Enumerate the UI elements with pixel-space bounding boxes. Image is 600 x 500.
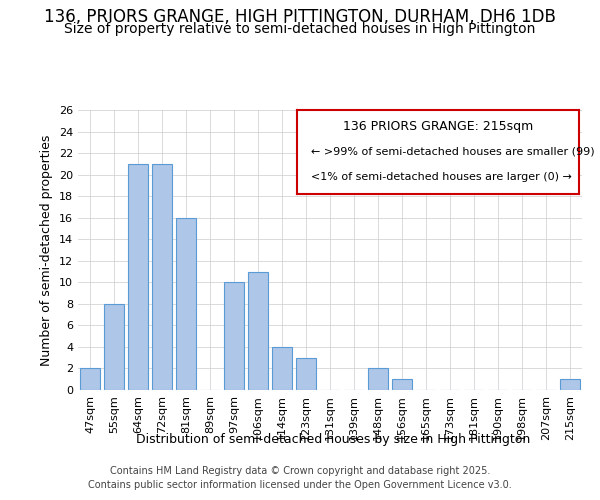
Bar [560, 379, 580, 390]
Text: Distribution of semi-detached houses by size in High Pittington: Distribution of semi-detached houses by … [136, 432, 530, 446]
Text: Contains public sector information licensed under the Open Government Licence v3: Contains public sector information licen… [88, 480, 512, 490]
Bar [104, 304, 124, 390]
Text: Contains HM Land Registry data © Crown copyright and database right 2025.: Contains HM Land Registry data © Crown c… [110, 466, 490, 476]
Bar [176, 218, 196, 390]
Bar [128, 164, 148, 390]
Bar [272, 347, 292, 390]
Bar [368, 368, 388, 390]
Y-axis label: Number of semi-detached properties: Number of semi-detached properties [40, 134, 53, 366]
Bar [392, 379, 412, 390]
Bar [224, 282, 244, 390]
Text: Size of property relative to semi-detached houses in High Pittington: Size of property relative to semi-detach… [64, 22, 536, 36]
Text: 136, PRIORS GRANGE, HIGH PITTINGTON, DURHAM, DH6 1DB: 136, PRIORS GRANGE, HIGH PITTINGTON, DUR… [44, 8, 556, 26]
Bar [152, 164, 172, 390]
Bar [296, 358, 316, 390]
Bar [248, 272, 268, 390]
Bar [80, 368, 100, 390]
